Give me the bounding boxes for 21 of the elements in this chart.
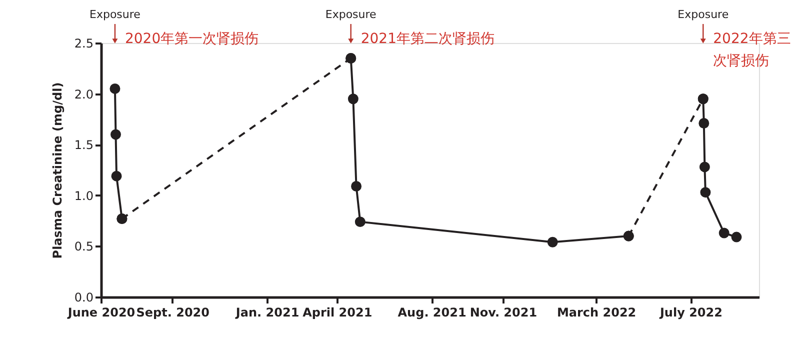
x-tick-label: Sept. 2020	[136, 306, 210, 320]
x-tick-label: April 2021	[302, 306, 372, 320]
x-tick-label: July 2022	[658, 306, 722, 320]
annotation: 2020年第一次肾损伤	[124, 31, 259, 47]
annotation: 2021年第二次肾损伤	[360, 31, 494, 47]
y-tick-label: 2.5	[74, 36, 94, 50]
annotation: 2022年第三次肾损伤	[713, 31, 791, 69]
x-tick-label: Nov. 2021	[470, 306, 538, 320]
annotation: Exposure	[90, 8, 141, 21]
y-tick-label: 0.0	[74, 290, 94, 304]
annotation: Exposure	[325, 8, 377, 21]
y-tick-label: 1.0	[74, 188, 94, 203]
y-axis-title: Plasma Creatinine (mg/dl)	[50, 82, 64, 259]
x-tick-label: June 2020	[66, 306, 136, 320]
y-tick-label: 1.5	[74, 138, 94, 152]
annotation: Exposure	[678, 8, 729, 21]
x-tick-label: Aug. 2021	[398, 306, 466, 320]
y-tick-label: 0.5	[74, 240, 94, 254]
x-tick-label: Jan. 2021	[234, 306, 300, 320]
y-tick-label: 2.0	[74, 87, 94, 102]
x-tick-label: March 2022	[556, 306, 636, 320]
